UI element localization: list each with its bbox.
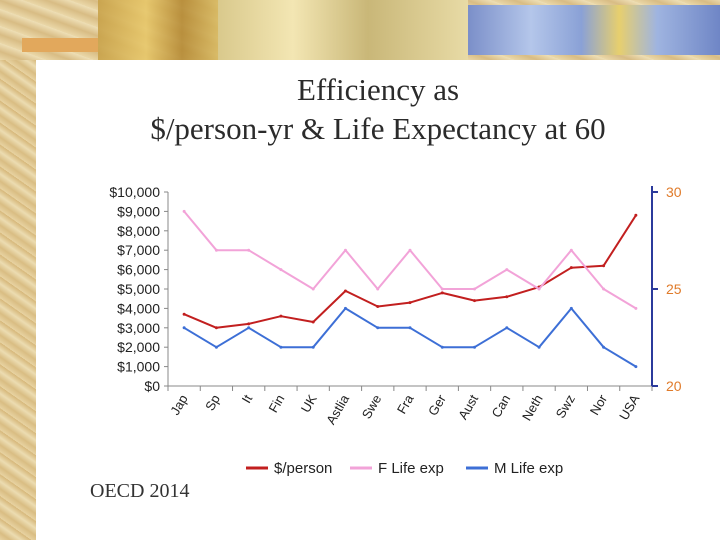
legend-label-2: F Life exp [378, 460, 444, 477]
x-axis-category-label: Nor [587, 391, 611, 417]
series-3-point [247, 326, 251, 330]
series-2-point [247, 248, 251, 252]
series-2-point [440, 287, 444, 291]
series-1-point [634, 213, 638, 217]
x-axis-category-label: Astlia [323, 391, 352, 427]
series-2-point [569, 248, 573, 252]
series-1-point [440, 291, 444, 295]
left-axis-tick-label: $0 [144, 378, 160, 394]
series-3-point [505, 326, 509, 330]
left-axis-tick-label: $8,000 [117, 223, 160, 239]
series-1-point [182, 312, 186, 316]
series-1-point [343, 289, 347, 293]
x-axis-category-label: Aust [455, 392, 481, 422]
chart-panel: $0 $1,000 $2,000 $3,000 $4,000 $5,000 $6,000 $7… [88, 170, 688, 490]
series-3-point [569, 306, 573, 310]
series-1-point [311, 320, 315, 324]
right-axis-tick-label: 25 [666, 281, 682, 297]
x-axis-category-label: Can [488, 392, 513, 420]
left-axis-tick-label: $4,000 [117, 300, 160, 316]
series-2-point [634, 306, 638, 310]
series-line-2 [183, 210, 637, 310]
parchment-left-border [0, 0, 36, 540]
banner-leaf-image-2 [218, 0, 468, 60]
left-axis-tick-label: $6,000 [117, 262, 160, 278]
series-2-point [408, 248, 412, 252]
slide-title: Efficiency as $/person-yr & Life Expecta… [36, 70, 720, 148]
x-axis-category-label: Fin [266, 392, 288, 415]
series-1-point [602, 264, 606, 268]
series-3-point [408, 326, 412, 330]
series-1-point [279, 314, 283, 318]
series-1-point [376, 304, 380, 308]
series-2-point [505, 268, 509, 272]
x-axis-category-label: Sp [202, 392, 223, 413]
series-2-point [311, 287, 315, 291]
series-3-point [311, 345, 315, 349]
x-axis-category-label: Ger [425, 391, 449, 418]
left-axis-tick-label: $1,000 [117, 359, 160, 375]
series-1-point [408, 301, 412, 305]
decorative-banner [0, 0, 720, 60]
legend-label-1: $/person [274, 460, 332, 477]
x-axis-category-label: USA [616, 392, 643, 423]
legend-label-3: M Life exp [494, 460, 563, 477]
series-3-point [634, 365, 638, 369]
left-axis-tick-label: $5,000 [117, 281, 160, 297]
source-label: OECD 2014 [90, 480, 190, 502]
series-3-point [182, 326, 186, 330]
series-3-point [279, 345, 283, 349]
title-line-2: $/person-yr & Life Expectancy at 60 [150, 111, 606, 146]
series-1-point [505, 295, 509, 299]
x-axis-category-label: Swe [359, 392, 385, 421]
title-line-1: Efficiency as [296, 72, 460, 107]
series-2-point [537, 287, 541, 291]
series-2-point [182, 209, 186, 213]
series-2-point [279, 268, 283, 272]
series-3-point [537, 345, 541, 349]
series-line-3 [183, 307, 637, 368]
series-3-point [376, 326, 380, 330]
series-2-point [376, 287, 380, 291]
banner-leaf-image [98, 0, 218, 60]
series-3-point [440, 345, 444, 349]
series-1-point [247, 322, 251, 326]
line-chart: $0 $1,000 $2,000 $3,000 $4,000 $5,000 $6,000 $7… [109, 184, 682, 477]
series-2-point [343, 248, 347, 252]
series-1-point [214, 326, 218, 330]
series-3-point [214, 345, 218, 349]
series-3-point [473, 345, 477, 349]
left-axis-tick-label: $3,000 [117, 320, 160, 336]
right-axis-tick-label: 30 [666, 184, 682, 200]
series-2-point [214, 248, 218, 252]
left-axis-tick-label: $10,000 [109, 184, 160, 200]
left-axis-tick-label: $2,000 [117, 339, 160, 355]
x-axis-category-label: Jap [167, 392, 190, 418]
banner-flowers-image [468, 5, 720, 55]
series-2-point [602, 287, 606, 291]
x-axis-category-label: UK [298, 392, 320, 415]
right-axis-tick-label: 20 [666, 378, 682, 394]
series-1-point [569, 266, 573, 270]
x-axis-category-label: Swz [553, 392, 578, 421]
series-1-point [473, 299, 477, 303]
series-3-point [602, 345, 606, 349]
series-2-point [473, 287, 477, 291]
x-axis-category-label: Neth [519, 392, 546, 423]
left-axis-tick-label: $9,000 [117, 203, 160, 219]
x-axis-category-label: It [239, 392, 256, 406]
series-3-point [343, 306, 347, 310]
banner-strip [22, 38, 98, 52]
left-axis-tick-label: $7,000 [117, 242, 160, 258]
x-axis-category-label: Fra [394, 391, 417, 416]
